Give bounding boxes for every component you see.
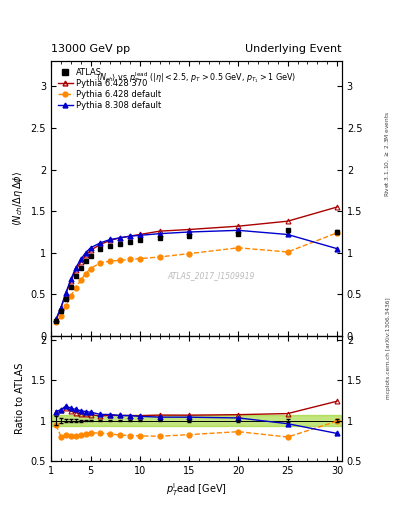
- Pythia 6.428 370: [83, 252, 88, 259]
- Legend: ATLAS, Pythia 6.428 370, Pythia 6.428 default, Pythia 8.308 default: ATLAS, Pythia 6.428 370, Pythia 6.428 de…: [55, 66, 164, 113]
- Pythia 6.428 370: [68, 278, 73, 284]
- Text: $\langle N_{ch}\rangle$ vs $p_T^{\rm lead}$ ($|\eta|<2.5,\,p_T>0.5$ GeV, $p_{T_1: $\langle N_{ch}\rangle$ vs $p_T^{\rm lea…: [96, 70, 297, 84]
- Pythia 6.428 default: [138, 255, 142, 262]
- Pythia 6.428 370: [73, 267, 78, 273]
- Pythia 6.428 370: [157, 228, 162, 234]
- Pythia 6.428 default: [108, 258, 113, 264]
- Pythia 6.428 370: [54, 316, 59, 323]
- Pythia 6.428 370: [118, 234, 123, 241]
- Pythia 6.428 default: [88, 266, 93, 272]
- Text: Rivet 3.1.10, $\geq$ 2.3M events: Rivet 3.1.10, $\geq$ 2.3M events: [384, 111, 391, 197]
- Pythia 6.428 default: [118, 257, 123, 263]
- Pythia 8.308 default: [118, 234, 123, 241]
- Pythia 6.428 default: [157, 254, 162, 260]
- Bar: [51, 415, 342, 426]
- Pythia 6.428 default: [54, 319, 59, 325]
- Y-axis label: Ratio to ATLAS: Ratio to ATLAS: [15, 362, 25, 434]
- Pythia 8.308 default: [73, 265, 78, 271]
- Pythia 8.308 default: [187, 229, 191, 235]
- Pythia 8.308 default: [59, 305, 63, 311]
- Pythia 6.428 default: [236, 245, 241, 251]
- Pythia 8.308 default: [64, 290, 68, 296]
- Pythia 8.308 default: [157, 230, 162, 237]
- Pythia 8.308 default: [83, 250, 88, 256]
- Pythia 6.428 default: [83, 270, 88, 276]
- Pythia 8.308 default: [88, 245, 93, 251]
- Pythia 6.428 default: [285, 249, 290, 255]
- Pythia 6.428 default: [64, 303, 68, 309]
- Pythia 6.428 370: [187, 226, 191, 232]
- Pythia 8.308 default: [285, 231, 290, 238]
- Pythia 6.428 370: [334, 204, 339, 210]
- Text: Underlying Event: Underlying Event: [245, 44, 342, 54]
- Pythia 6.428 370: [98, 242, 103, 248]
- Pythia 6.428 370: [138, 231, 142, 238]
- Line: Pythia 8.308 default: Pythia 8.308 default: [53, 228, 340, 322]
- Line: Pythia 6.428 370: Pythia 6.428 370: [53, 205, 340, 322]
- Pythia 8.308 default: [334, 246, 339, 252]
- Pythia 6.428 370: [78, 259, 83, 265]
- Pythia 6.428 default: [68, 293, 73, 299]
- Pythia 6.428 370: [88, 247, 93, 253]
- Pythia 6.428 370: [236, 223, 241, 229]
- Pythia 6.428 default: [78, 277, 83, 283]
- Pythia 8.308 default: [54, 316, 59, 323]
- Pythia 6.428 default: [98, 260, 103, 266]
- Text: ATLAS_2017_I1509919: ATLAS_2017_I1509919: [167, 271, 255, 280]
- Pythia 8.308 default: [68, 276, 73, 283]
- Pythia 8.308 default: [108, 237, 113, 243]
- Pythia 6.428 default: [187, 250, 191, 257]
- Pythia 8.308 default: [98, 240, 103, 246]
- Pythia 6.428 default: [73, 285, 78, 291]
- Pythia 8.308 default: [236, 227, 241, 233]
- Text: mcplots.cern.ch [arXiv:1306.3436]: mcplots.cern.ch [arXiv:1306.3436]: [386, 297, 391, 399]
- Pythia 6.428 370: [64, 290, 68, 296]
- Pythia 8.308 default: [78, 257, 83, 263]
- Pythia 6.428 default: [334, 230, 339, 236]
- Pythia 6.428 370: [59, 305, 63, 311]
- Pythia 6.428 default: [59, 313, 63, 319]
- Pythia 6.428 370: [108, 237, 113, 243]
- X-axis label: $p_T^{\rm l}{\rm ead}$ [GeV]: $p_T^{\rm l}{\rm ead}$ [GeV]: [166, 481, 227, 498]
- Text: 13000 GeV pp: 13000 GeV pp: [51, 44, 130, 54]
- Pythia 6.428 370: [285, 218, 290, 224]
- Pythia 6.428 370: [128, 233, 132, 239]
- Line: Pythia 6.428 default: Pythia 6.428 default: [53, 230, 340, 324]
- Y-axis label: $\langle N_{ch}/\Delta\eta\,\Delta\phi\rangle$: $\langle N_{ch}/\Delta\eta\,\Delta\phi\r…: [11, 171, 25, 226]
- Pythia 6.428 default: [128, 257, 132, 263]
- Pythia 8.308 default: [138, 232, 142, 239]
- Pythia 8.308 default: [128, 233, 132, 239]
